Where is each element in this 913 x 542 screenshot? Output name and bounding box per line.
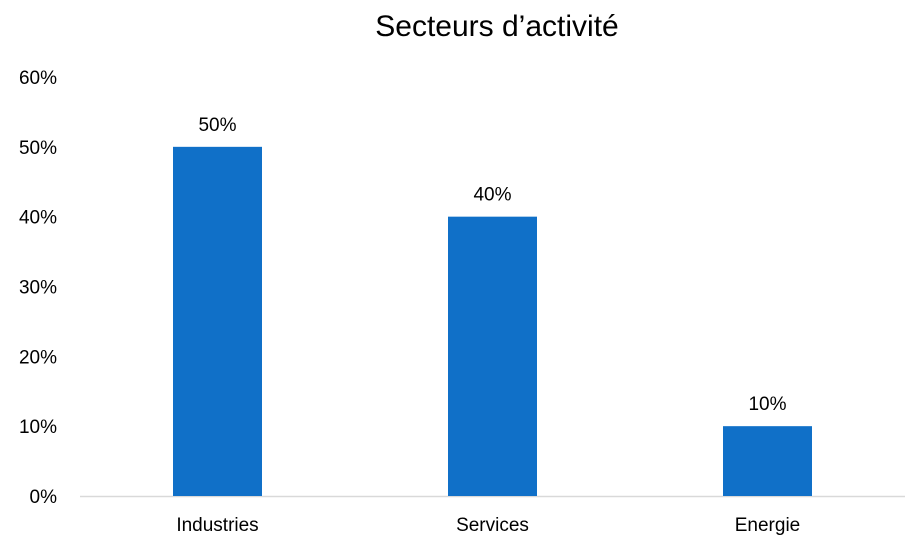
data-labels: 50% 40% 10% xyxy=(198,115,786,415)
bar-industries xyxy=(173,146,262,497)
bar-energie xyxy=(723,426,812,496)
x-axis-categories: Industries Services Energie xyxy=(176,515,800,536)
data-label-services: 40% xyxy=(473,185,511,206)
y-tick-label: 40% xyxy=(19,208,57,229)
y-axis-ticks: 0% 10% 20% 30% 40% 50% 60% xyxy=(19,68,57,508)
category-label-services: Services xyxy=(456,515,529,536)
bar-services xyxy=(448,216,537,496)
data-label-industries: 50% xyxy=(198,115,236,136)
data-label-energie: 10% xyxy=(748,394,786,415)
y-tick-label: 10% xyxy=(19,417,57,438)
y-tick-label: 20% xyxy=(19,347,57,368)
y-tick-label: 0% xyxy=(30,487,58,508)
category-label-energie: Energie xyxy=(735,515,801,536)
y-tick-label: 60% xyxy=(19,68,57,89)
chart-title: Secteurs d’activité xyxy=(375,10,618,43)
category-label-industries: Industries xyxy=(176,515,258,536)
y-tick-label: 50% xyxy=(19,138,57,159)
y-tick-label: 30% xyxy=(19,278,57,299)
bar-series xyxy=(173,146,812,497)
